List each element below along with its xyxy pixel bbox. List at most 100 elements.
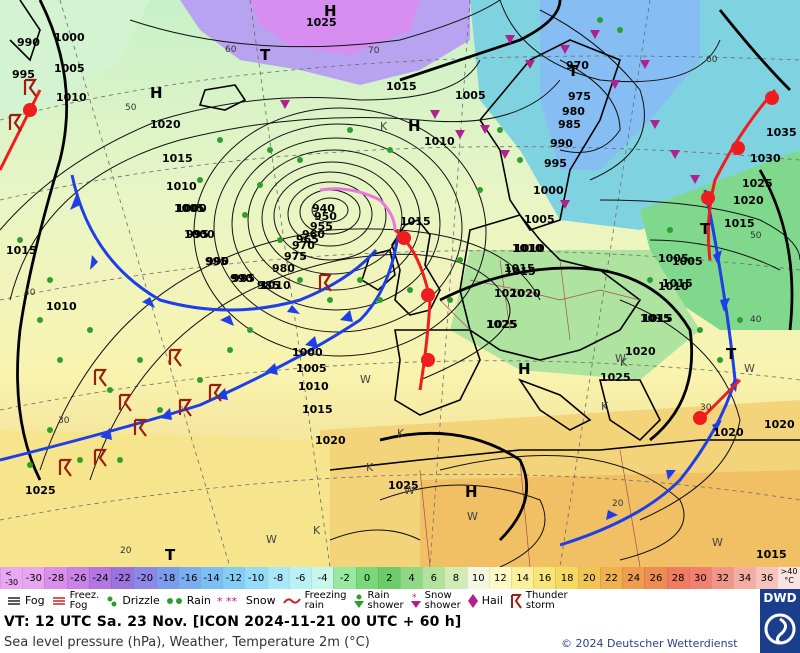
svg-text:990: 990 bbox=[206, 255, 229, 268]
low-center-azores: T bbox=[165, 546, 176, 564]
svg-text:1015: 1015 bbox=[724, 217, 755, 230]
high-center-greenland: H bbox=[324, 2, 337, 20]
svg-text:990: 990 bbox=[230, 272, 253, 285]
svg-text:1000: 1000 bbox=[533, 184, 564, 197]
legend-hail: Hail bbox=[467, 593, 503, 609]
svg-text:1020: 1020 bbox=[733, 194, 764, 207]
svg-text:W: W bbox=[360, 373, 371, 386]
occluded-front bbox=[319, 187, 397, 231]
svg-text:K: K bbox=[380, 120, 388, 133]
svg-text:1005: 1005 bbox=[455, 89, 486, 102]
freezing-fog-icon bbox=[52, 597, 65, 605]
low-center-finland: T bbox=[568, 62, 579, 80]
weather-map: 60 50 40 30 20 70 60 50 40 30 20 H 1025 … bbox=[0, 0, 800, 567]
scale-step: < -30 bbox=[0, 567, 23, 589]
scale-step: 4 bbox=[399, 567, 423, 589]
svg-text:1025: 1025 bbox=[600, 371, 631, 384]
svg-text:1015: 1015 bbox=[640, 312, 671, 325]
freezing-rain-icon bbox=[282, 598, 301, 604]
svg-text:*: * bbox=[412, 593, 417, 603]
scale-step: 2 bbox=[377, 567, 400, 589]
isobars bbox=[0, 0, 800, 567]
snow-icon: * ** bbox=[217, 595, 238, 607]
scale-step: -10 bbox=[244, 567, 267, 589]
scale-step: -30 bbox=[22, 567, 45, 589]
svg-text:1020: 1020 bbox=[315, 434, 346, 447]
legend-thunderstorm: Thunder storm bbox=[509, 591, 568, 611]
svg-text:1000: 1000 bbox=[292, 346, 323, 359]
svg-text:1020: 1020 bbox=[494, 287, 525, 300]
svg-text:W: W bbox=[744, 362, 755, 375]
svg-text:30: 30 bbox=[700, 403, 712, 413]
svg-text:K: K bbox=[397, 427, 405, 440]
temperature-scale: < -30 -30 -28 -26 -24 -22 -20 -18 -16 -14 -12 -10 -8… bbox=[0, 567, 800, 589]
scale-step: -24 bbox=[88, 567, 112, 589]
scale-step: 34 bbox=[733, 567, 756, 589]
rain-icon bbox=[166, 598, 182, 604]
svg-text:W: W bbox=[467, 510, 478, 523]
svg-text:20: 20 bbox=[612, 499, 624, 509]
svg-text:990: 990 bbox=[550, 137, 573, 150]
svg-text:K: K bbox=[313, 524, 321, 537]
scale-step: -20 bbox=[133, 567, 156, 589]
east-europe-green bbox=[640, 150, 800, 330]
svg-text:1020: 1020 bbox=[150, 118, 181, 131]
hail-icon bbox=[467, 594, 478, 608]
svg-text:1015: 1015 bbox=[642, 312, 673, 325]
scale-step: 14 bbox=[511, 567, 534, 589]
svg-text:950: 950 bbox=[314, 210, 337, 223]
svg-text:1005: 1005 bbox=[524, 213, 555, 226]
svg-text:W: W bbox=[615, 352, 626, 365]
scale-step: 10 bbox=[466, 567, 489, 589]
svg-text:K: K bbox=[601, 400, 609, 413]
snow-shower-icon: * bbox=[410, 593, 421, 608]
svg-text:1005: 1005 bbox=[296, 362, 327, 375]
thunderstorm-icon bbox=[510, 594, 522, 609]
svg-text:1025: 1025 bbox=[486, 318, 517, 331]
svg-text:995: 995 bbox=[544, 157, 567, 170]
svg-text:30: 30 bbox=[58, 416, 70, 426]
svg-text:*: * bbox=[217, 595, 223, 607]
svg-text:20: 20 bbox=[120, 546, 132, 556]
svg-text:W: W bbox=[404, 484, 415, 497]
greenland-core bbox=[250, 0, 420, 55]
svg-text:K: K bbox=[620, 356, 628, 369]
legend-freezing-rain: Freezing rain bbox=[282, 591, 347, 611]
map-description: Sea level pressure (hPa), Weather, Tempe… bbox=[4, 635, 370, 650]
svg-text:1000: 1000 bbox=[176, 202, 207, 215]
svg-text:1025: 1025 bbox=[487, 318, 518, 331]
svg-text:970: 970 bbox=[292, 239, 315, 252]
high-center-sahara: H bbox=[465, 483, 478, 501]
atlantic-south-warm bbox=[0, 430, 330, 567]
scale-step: -28 bbox=[44, 567, 67, 589]
svg-text:1025: 1025 bbox=[742, 177, 773, 190]
svg-text:1000: 1000 bbox=[184, 228, 215, 241]
svg-text:985: 985 bbox=[257, 279, 280, 292]
map-info: VT: 12 UTC Sa. 23 Nov. [ICON 2024-11-21 … bbox=[0, 613, 760, 653]
dwd-swirl-icon bbox=[764, 613, 796, 645]
svg-text:940: 940 bbox=[312, 202, 335, 215]
warm-front-bumps bbox=[23, 91, 779, 425]
scale-step: 22 bbox=[599, 567, 623, 589]
svg-text:50: 50 bbox=[125, 103, 137, 113]
high-center-alps: H bbox=[518, 360, 531, 378]
svg-text:50: 50 bbox=[750, 231, 762, 241]
scale-step: 0 bbox=[355, 567, 378, 589]
svg-text:1015: 1015 bbox=[756, 548, 787, 561]
high-value-greenland: 1025 bbox=[306, 16, 337, 29]
svg-text:1015: 1015 bbox=[162, 152, 193, 165]
legend-snow: * ** Snow bbox=[216, 594, 276, 607]
low-center-black-sea: T bbox=[726, 345, 737, 363]
scale-step: -18 bbox=[155, 567, 178, 589]
svg-text:1015: 1015 bbox=[302, 403, 333, 416]
svg-text:1020: 1020 bbox=[510, 287, 541, 300]
svg-text:1010: 1010 bbox=[514, 242, 545, 255]
legend-fog: Fog bbox=[6, 595, 45, 607]
svg-text:975: 975 bbox=[284, 250, 307, 263]
dwd-logo: DWD bbox=[760, 589, 800, 653]
svg-text:985: 985 bbox=[558, 118, 581, 131]
scale-step: 32 bbox=[711, 567, 734, 589]
svg-text:990: 990 bbox=[17, 36, 40, 49]
svg-text:1010: 1010 bbox=[166, 180, 197, 193]
svg-text:995: 995 bbox=[12, 68, 35, 81]
